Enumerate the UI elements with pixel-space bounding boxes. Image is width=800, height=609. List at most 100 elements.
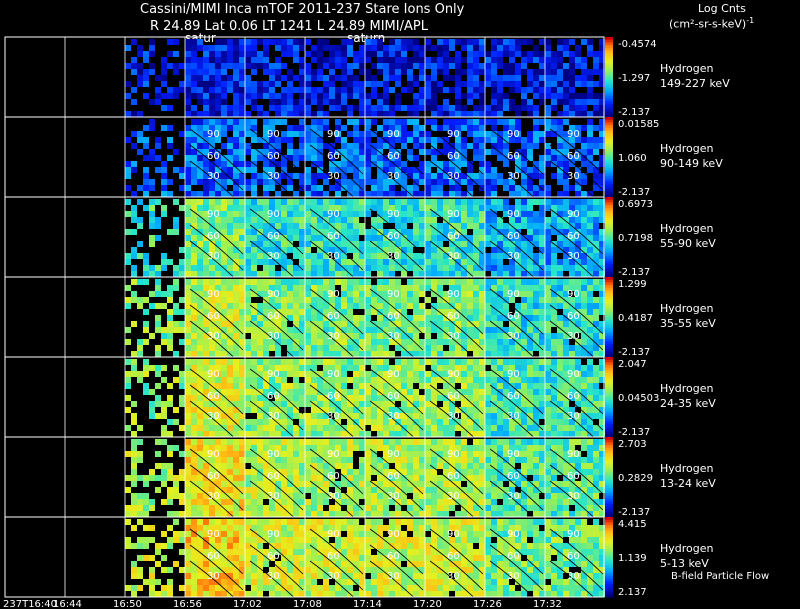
heatmap-cell: [539, 241, 545, 247]
heatmap-cell: [131, 271, 137, 277]
heatmap-cell: [353, 359, 359, 365]
heatmap-cell: [353, 131, 359, 137]
heatmap-cell: [395, 125, 401, 131]
heatmap-cell: [389, 179, 395, 185]
heatmap-cell: [569, 205, 575, 211]
heatmap-cell: [383, 111, 389, 117]
heatmap-cell: [473, 131, 479, 137]
heatmap-cell: [173, 351, 179, 357]
heatmap-cell: [491, 199, 497, 205]
heatmap-cell: [599, 365, 605, 371]
heatmap-cell: [461, 333, 467, 339]
heatmap-cell: [323, 265, 329, 271]
heatmap-cell: [233, 457, 239, 463]
heatmap-cell: [443, 229, 449, 235]
heatmap-cell: [575, 297, 581, 303]
heatmap-cell: [197, 173, 203, 179]
contour-line: [489, 384, 544, 431]
heatmap-cell: [215, 371, 221, 377]
heatmap-cell: [221, 407, 227, 413]
heatmap-cell: [371, 63, 377, 69]
heatmap-cell: [503, 377, 509, 383]
heatmap-cell: [533, 327, 539, 333]
heatmap-cell: [575, 425, 581, 431]
heatmap-cell: [227, 87, 233, 93]
heatmap-cell: [329, 271, 335, 277]
heatmap-cell: [305, 383, 311, 389]
heatmap-cell: [587, 279, 593, 285]
heatmap-cell: [335, 339, 341, 345]
heatmap-cell: [353, 395, 359, 401]
heatmap-cell: [257, 359, 263, 365]
heatmap-cell: [527, 259, 533, 265]
colorbar-segment: [605, 159, 613, 163]
heatmap-cell: [317, 57, 323, 63]
heatmap-cell: [185, 383, 191, 389]
heatmap-cell: [569, 327, 575, 333]
heatmap-cell: [545, 119, 551, 125]
heatmap-cell: [131, 99, 137, 105]
heatmap-cell: [269, 131, 275, 137]
contour-line: [549, 144, 604, 191]
heatmap-cell: [203, 351, 209, 357]
heatmap-cell: [533, 111, 539, 117]
heatmap-cell: [593, 339, 599, 345]
heatmap-cell: [473, 199, 479, 205]
heatmap-cell: [185, 199, 191, 205]
heatmap-cell: [209, 439, 215, 445]
heatmap-cell: [245, 327, 251, 333]
heatmap-cell: [479, 125, 485, 131]
contour-label: 30: [447, 171, 460, 182]
heatmap-cell: [137, 457, 143, 463]
heatmap-cell: [497, 155, 503, 161]
heatmap-cell: [371, 407, 377, 413]
heatmap-cell: [179, 63, 185, 69]
heatmap-cell: [173, 279, 179, 285]
heatmap-cell: [473, 303, 479, 309]
heatmap-cell: [191, 119, 197, 125]
heatmap-cell: [197, 155, 203, 161]
heatmap-cell: [227, 333, 233, 339]
heatmap-cell: [449, 241, 455, 247]
heatmap-cell: [353, 297, 359, 303]
heatmap-cell: [251, 377, 257, 383]
heatmap-cell: [269, 161, 275, 167]
heatmap-cell: [383, 377, 389, 383]
heatmap-cell: [341, 271, 347, 277]
heatmap-cell: [377, 413, 383, 419]
heatmap-cell: [131, 505, 137, 511]
heatmap-cell: [503, 315, 509, 321]
heatmap-cell: [275, 205, 281, 211]
heatmap-cell: [575, 309, 581, 315]
heatmap-cell: [401, 211, 407, 217]
colorbar-segment: [605, 122, 613, 126]
heatmap-cell: [425, 205, 431, 211]
heatmap-cell: [143, 499, 149, 505]
heatmap-cell: [365, 149, 371, 155]
heatmap-cell: [305, 303, 311, 309]
heatmap-cell: [473, 75, 479, 81]
heatmap-cell: [443, 265, 449, 271]
heatmap-cell: [599, 371, 605, 377]
heatmap-cell: [239, 401, 245, 407]
heatmap-cell: [191, 63, 197, 69]
heatmap-cell: [545, 217, 551, 223]
heatmap-cell: [461, 401, 467, 407]
heatmap-cell: [215, 413, 221, 419]
heatmap-cell: [197, 419, 203, 425]
heatmap-cell: [515, 351, 521, 357]
contour-line: [369, 384, 424, 431]
heatmap-cell: [527, 131, 533, 137]
heatmap-cell: [245, 339, 251, 345]
heatmap-cell: [185, 493, 191, 499]
heatmap-cell: [521, 359, 527, 365]
heatmap-cell: [287, 217, 293, 223]
heatmap-cell: [497, 217, 503, 223]
heatmap-cell: [173, 51, 179, 57]
heatmap-cell: [479, 229, 485, 235]
heatmap-cell: [335, 199, 341, 205]
heatmap-cell: [557, 211, 563, 217]
heatmap-cell: [533, 371, 539, 377]
heatmap-cell: [491, 191, 497, 197]
heatmap-cell: [197, 333, 203, 339]
